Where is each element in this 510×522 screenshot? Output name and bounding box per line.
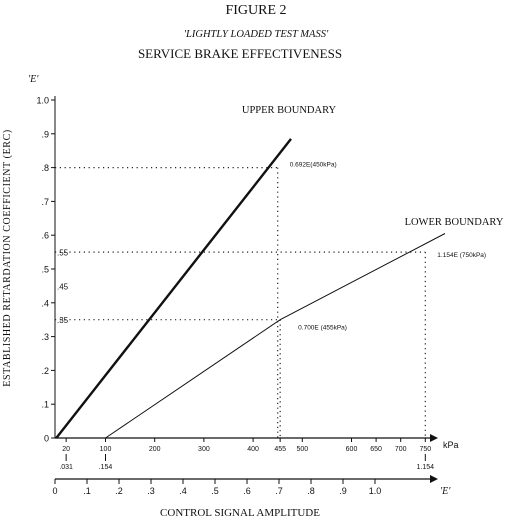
signal-tick-label: .5 — [211, 486, 219, 496]
lower-boundary-label: LOWER BOUNDARY — [405, 217, 504, 228]
figure-label: FIGURE 2 — [225, 3, 286, 18]
y-extra-label: .35 — [57, 316, 69, 325]
y-tick-label: .9 — [41, 129, 49, 139]
pressure-tick-label: 500 — [296, 446, 308, 453]
signal-tick-label: 1.0 — [369, 486, 382, 496]
y-tick-label: .1 — [41, 400, 49, 410]
pressure-tick-label: 200 — [149, 446, 161, 453]
pressure-tick-label: 650 — [370, 446, 382, 453]
lower-annotation-455: 0.700E (455kPa) — [298, 325, 347, 332]
y-tick-label: .5 — [41, 265, 49, 275]
pressure-unit-label: kPa — [443, 440, 459, 450]
y-tick-label: .7 — [41, 197, 49, 207]
pressure-tick-label: 100 — [100, 446, 112, 453]
pressure-tick-label: 600 — [346, 446, 358, 453]
pressure-sub-label: 1.154 — [417, 464, 435, 471]
signal-tick-label: .7 — [275, 486, 283, 496]
y-tick-label: 1.0 — [36, 96, 49, 106]
y-tick-label: .3 — [41, 332, 49, 342]
pressure-tick-label: 300 — [198, 446, 210, 453]
pressure-tick-label: 750 — [419, 446, 431, 453]
y-tick-label: 0 — [44, 434, 49, 444]
chart-title: SERVICE BRAKE EFFECTIVENESS — [138, 46, 342, 61]
pressure-axis-arrow — [430, 434, 438, 442]
pressure-tick-label: 455 — [274, 446, 286, 453]
signal-axis-arrow — [430, 475, 438, 483]
upper-boundary-line — [55, 138, 292, 439]
pressure-tick-label: 400 — [247, 446, 259, 453]
pressure-tick-label: 20 — [62, 446, 70, 453]
annotations-group: UPPER BOUNDARY LOWER BOUNDARY 0.692E(450kP… — [242, 105, 504, 332]
y-extra-label: .55 — [57, 249, 69, 258]
signal-tick-label: .2 — [115, 486, 123, 496]
lower-boundary-line — [105, 233, 446, 439]
reference-lines — [55, 167, 426, 438]
figure-subtitle: 'LIGHTLY LOADED TEST MASS' — [184, 29, 329, 40]
lower-annotation-750: 1.154E (750kPa) — [437, 252, 486, 259]
signal-tick-label: .9 — [339, 486, 347, 496]
signal-tick-label: .3 — [147, 486, 155, 496]
pressure-sub-label: .154 — [99, 464, 113, 471]
signal-tick-label: .1 — [83, 486, 91, 496]
y-axis-symbol: 'E' — [28, 74, 39, 85]
signal-tick-label: .8 — [307, 486, 315, 496]
pressure-tick-label: 700 — [395, 446, 407, 453]
x-axis-label: CONTROL SIGNAL AMPLITUDE — [160, 507, 320, 519]
y-tick-label: .2 — [41, 366, 49, 376]
signal-tick-label: .6 — [243, 486, 251, 496]
pressure-sub-label: .031 — [59, 464, 73, 471]
signal-tick-label: 0 — [52, 486, 57, 496]
y-axis-label: ESTABLISHED RETARDATION COEFFICIENT (ERC… — [2, 129, 13, 387]
series-group — [55, 138, 446, 439]
x-axis-symbol: 'E' — [440, 486, 451, 497]
y-tick-label: .4 — [41, 298, 49, 308]
upper-annotation: 0.692E(450kPa) — [290, 162, 337, 169]
y-tick-label: .6 — [41, 231, 49, 241]
chart-axes: 0 .1 .2 .3 .4 .5 .6 .7 .8 .9 1.0 .55 .45 .35 kPa 20 100 2… — [36, 96, 458, 497]
signal-tick-label: .4 — [179, 486, 187, 496]
y-extra-label: .45 — [57, 282, 69, 291]
y-tick-label: .8 — [41, 163, 49, 173]
upper-boundary-label: UPPER BOUNDARY — [242, 105, 337, 116]
